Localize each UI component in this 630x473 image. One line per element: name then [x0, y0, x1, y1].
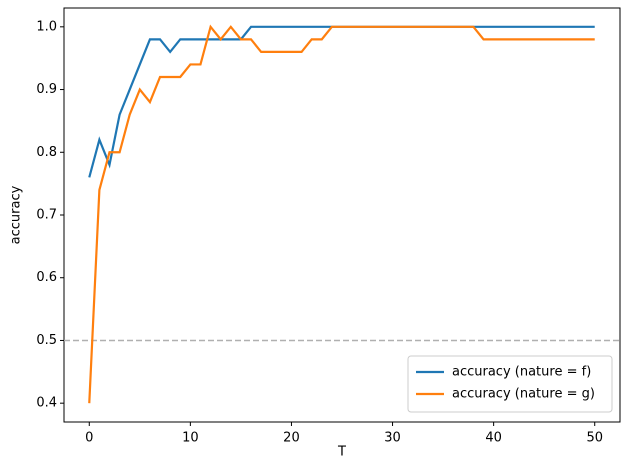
- x-tick-label: 30: [384, 431, 401, 446]
- y-tick-label: 0.7: [36, 208, 57, 223]
- y-tick-label: 0.8: [36, 145, 57, 160]
- data-line: [88, 25, 595, 178]
- y-tick-label: 0.5: [36, 333, 57, 348]
- x-tick-label: 10: [182, 431, 199, 446]
- y-tick-label: 0.6: [36, 270, 57, 285]
- x-axis-label: T: [337, 445, 346, 460]
- x-tick-label: 50: [586, 431, 603, 446]
- legend-label: accuracy (nature = g): [452, 387, 595, 402]
- y-tick-label: 0.9: [36, 82, 57, 97]
- y-tick-label: 1.0: [36, 19, 57, 34]
- legend-box: [407, 355, 613, 413]
- x-tick-label: 40: [485, 431, 502, 446]
- legend-label: accuracy (nature = f): [452, 365, 591, 380]
- data-line: [88, 24, 595, 404]
- y-tick-label: 0.4: [36, 396, 57, 411]
- x-tick-label: 0: [85, 431, 93, 446]
- x-tick-label: 20: [283, 431, 300, 446]
- y-axis-label: accuracy: [9, 185, 24, 244]
